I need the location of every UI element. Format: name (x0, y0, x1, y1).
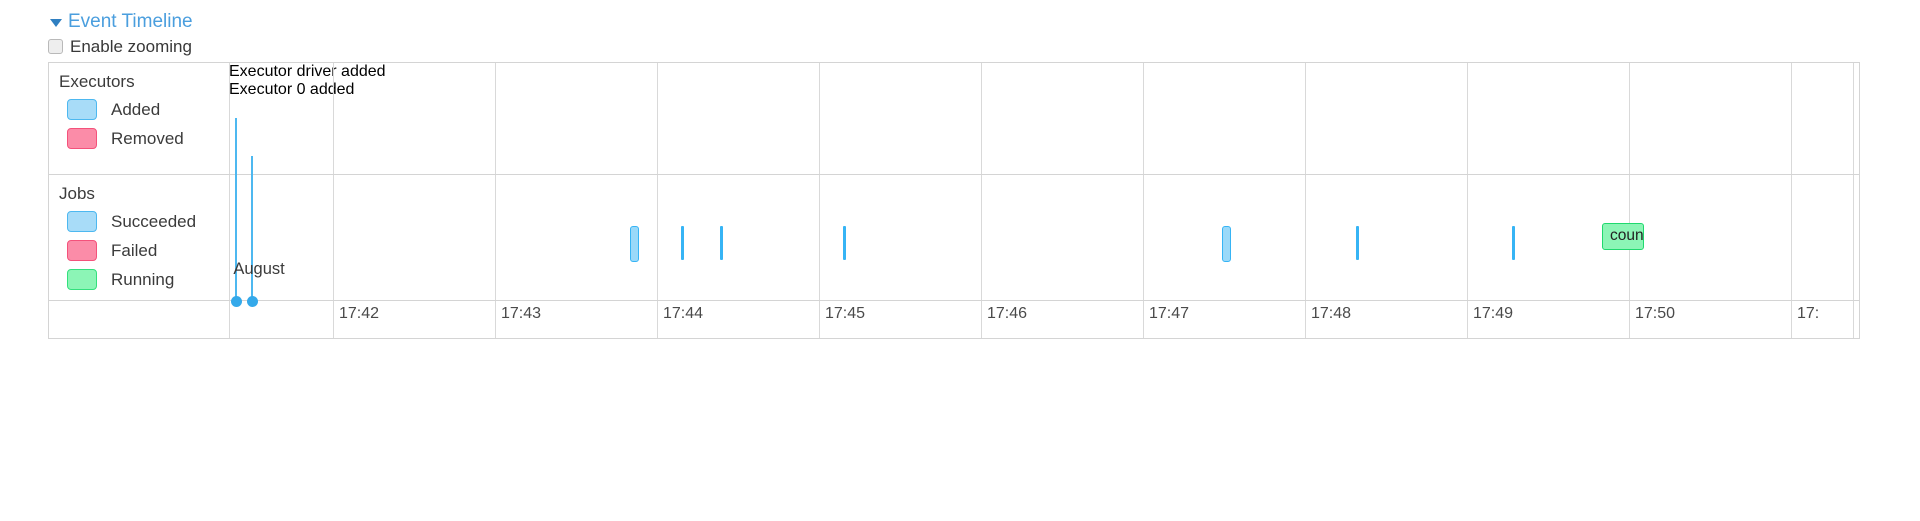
legend-item-removed[interactable]: Removed (67, 127, 229, 149)
gridline-8 (1467, 175, 1468, 300)
executor-event-stem (235, 118, 237, 175)
caret-down-icon (50, 18, 62, 27)
gridline-5 (981, 175, 982, 300)
legend-item-succeeded[interactable]: Succeeded (67, 210, 229, 232)
legend-label-failed: Failed (111, 240, 158, 260)
legend-label-removed: Removed (111, 128, 184, 148)
executors-band: Executors Added Removed Executor driver … (49, 63, 1859, 175)
removed-swatch-icon (67, 127, 97, 149)
executor-event-dot[interactable] (231, 296, 242, 307)
axis-tick-0: 17:42 (339, 305, 380, 322)
legend-item-running[interactable]: Running (67, 268, 229, 290)
gridline-11 (1853, 301, 1854, 338)
executor-event-label[interactable]: Executor 0 added (229, 81, 355, 98)
gridline-6 (1143, 301, 1144, 338)
gridline-0 (229, 175, 230, 300)
gridline-7 (1305, 175, 1306, 300)
gridline-5 (981, 301, 982, 338)
gridline-10 (1791, 175, 1792, 300)
gridline-10 (1791, 63, 1792, 174)
gridline-4 (819, 63, 820, 174)
running-swatch-icon (67, 268, 97, 290)
gridline-10 (1791, 301, 1792, 338)
axis-tick-9: 17: (1797, 305, 1820, 322)
gridline-8 (1467, 63, 1468, 174)
job-marker-running[interactable]: count (1602, 223, 1644, 250)
legend-item-failed[interactable]: Failed (67, 239, 229, 261)
gridline-9 (1629, 301, 1630, 338)
jobs-title: Jobs (59, 184, 95, 203)
job-marker-succeeded[interactable] (681, 226, 684, 260)
failed-swatch-icon (67, 239, 97, 261)
executor-event-stem (251, 156, 253, 175)
job-marker-succeeded[interactable] (1512, 226, 1515, 260)
axis-tick-5: 17:47 (1149, 305, 1190, 322)
legend-label-added: Added (111, 99, 161, 119)
gridline-0 (229, 63, 230, 174)
gridline-8 (1467, 301, 1468, 338)
job-marker-succeeded[interactable] (630, 226, 639, 262)
gridline-4 (819, 301, 820, 338)
page-title: Event Timeline (68, 11, 193, 32)
gridline-1 (333, 63, 334, 174)
axis-tick-4: 17:46 (987, 305, 1028, 322)
gridline-6 (1143, 175, 1144, 300)
timeline-chart[interactable]: Executors Added Removed Executor driver … (48, 62, 1860, 339)
added-swatch-icon (67, 98, 97, 120)
executor-event-stem (235, 175, 237, 301)
gridline-2 (495, 63, 496, 174)
enable-zooming-row[interactable]: Enable zooming (48, 38, 192, 55)
gridline-5 (981, 63, 982, 174)
enable-zooming-checkbox[interactable] (48, 39, 63, 54)
gridline-3 (657, 301, 658, 338)
axis-tick-7: 17:49 (1473, 305, 1514, 322)
gridline-3 (657, 63, 658, 174)
gridline-7 (1305, 63, 1306, 174)
legend-label-running: Running (111, 269, 175, 289)
axis-tick-6: 17:48 (1311, 305, 1352, 322)
enable-zooming-label: Enable zooming (70, 37, 192, 56)
jobs-band: Jobs Succeeded Failed Running count (49, 175, 1859, 307)
succeeded-swatch-icon (67, 210, 97, 232)
job-marker-succeeded[interactable] (720, 226, 723, 260)
gridline-1 (333, 301, 334, 338)
gridline-3 (657, 175, 658, 300)
gridline-1 (333, 175, 334, 300)
gridline-9 (1629, 63, 1630, 174)
executor-event-stem (251, 175, 253, 301)
job-marker-succeeded[interactable] (843, 226, 846, 260)
event-timeline-toggle[interactable]: Event Timeline (50, 12, 193, 31)
gridline-4 (819, 175, 820, 300)
gridline-2 (495, 175, 496, 300)
gridline-0 (229, 301, 230, 338)
gridline-11 (1853, 175, 1854, 300)
axis-tick-1: 17:43 (501, 305, 542, 322)
job-marker-succeeded[interactable] (1356, 226, 1359, 260)
jobs-plot-area[interactable]: count (229, 175, 1859, 307)
axis-tick-8: 17:50 (1635, 305, 1676, 322)
gridline-6 (1143, 63, 1144, 174)
executors-plot-area[interactable]: Executor driver added Executor 0 added (229, 63, 1859, 175)
executors-title: Executors (59, 72, 135, 91)
axis-tick-3: 17:45 (825, 305, 866, 322)
gridline-7 (1305, 301, 1306, 338)
legend-label-succeeded: Succeeded (111, 211, 197, 231)
jobs-legend: Jobs Succeeded Failed Running (49, 175, 229, 300)
gridline-11 (1853, 63, 1854, 174)
gridline-2 (495, 301, 496, 338)
axis-tick-2: 17:44 (663, 305, 704, 322)
executor-event-label[interactable]: Executor driver added (229, 63, 386, 80)
job-marker-succeeded[interactable] (1222, 226, 1231, 262)
time-axis-band: 17:42 17:43 17:44 17:45 17:46 17:47 17:48 17:49… (49, 301, 1859, 338)
time-axis: 17:42 17:43 17:44 17:45 17:46 17:47 17:48 17:49… (229, 301, 1859, 338)
executors-legend: Executors Added Removed (49, 63, 229, 174)
legend-item-added[interactable]: Added (67, 98, 229, 120)
executor-event-dot[interactable] (247, 296, 258, 307)
